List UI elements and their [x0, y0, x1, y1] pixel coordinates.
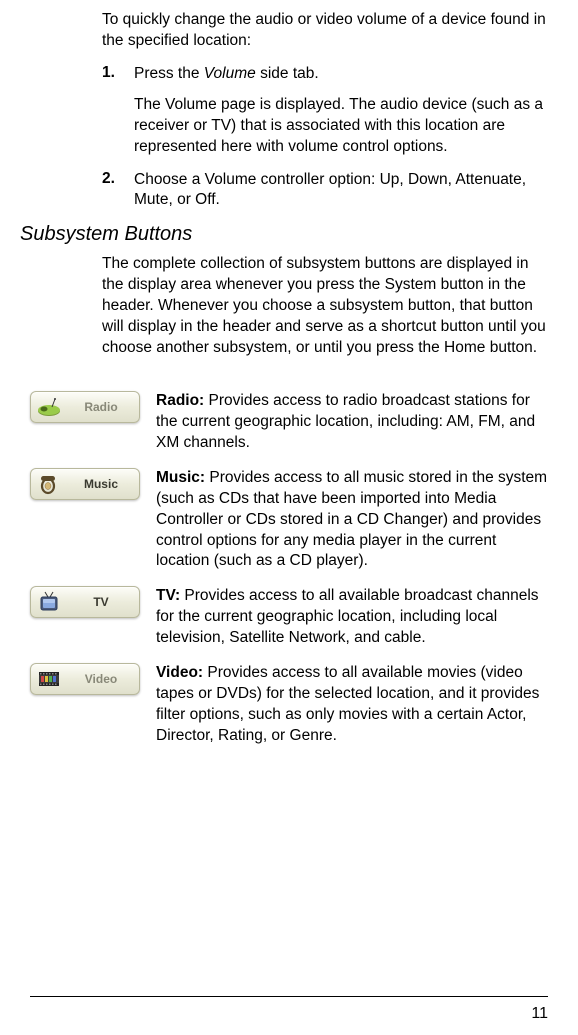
step-text-1: Press the Volume side tab.: [134, 64, 548, 85]
footer-rule: [30, 996, 548, 997]
radio-icon: [37, 396, 61, 418]
tv-icon: [37, 591, 61, 613]
video-button-label: Video: [69, 672, 139, 686]
step-1: 1. Press the Volume side tab. The Volume…: [102, 64, 548, 158]
section-heading: Subsystem Buttons: [20, 223, 548, 246]
tv-button-label: TV: [69, 595, 139, 609]
music-icon: [37, 473, 61, 495]
video-desc-label: Video:: [156, 664, 203, 681]
video-icon: [37, 668, 61, 690]
music-desc-label: Music:: [156, 469, 205, 486]
video-desc: Video: Provides access to all available …: [156, 663, 548, 747]
radio-desc-text: Provides access to radio broadcast stati…: [156, 392, 535, 451]
tv-button[interactable]: TV: [30, 586, 140, 618]
step-1-sub: The Volume page is displayed. The audio …: [134, 95, 548, 158]
item-video: Video Video: Provides access to all avai…: [30, 663, 548, 747]
music-desc: Music: Provides access to all music stor…: [156, 468, 548, 573]
radio-button[interactable]: Radio: [30, 391, 140, 423]
step1-em: Volume: [204, 65, 256, 82]
music-desc-text: Provides access to all music stored in t…: [156, 469, 547, 570]
tv-desc-text: Provides access to all available broadca…: [156, 587, 539, 646]
tv-desc-label: TV:: [156, 587, 180, 604]
step-num-1: 1.: [102, 64, 122, 85]
music-button[interactable]: Music: [30, 468, 140, 500]
step-num-2: 2.: [102, 170, 122, 212]
item-tv: TV TV: Provides access to all available …: [30, 586, 548, 649]
radio-button-label: Radio: [69, 400, 139, 414]
intro-text: To quickly change the audio or video vol…: [102, 10, 548, 52]
radio-desc: Radio: Provides access to radio broadcas…: [156, 391, 548, 454]
step-text-2: Choose a Volume controller option: Up, D…: [134, 170, 548, 212]
item-music: Music Music: Provides access to all musi…: [30, 468, 548, 573]
step1-post: side tab.: [256, 65, 319, 82]
step1-pre: Press the: [134, 65, 204, 82]
video-desc-text: Provides access to all available movies …: [156, 664, 539, 744]
item-radio: Radio Radio: Provides access to radio br…: [30, 391, 548, 454]
video-button[interactable]: Video: [30, 663, 140, 695]
music-button-label: Music: [69, 477, 139, 491]
step-2: 2. Choose a Volume controller option: Up…: [102, 170, 548, 212]
tv-desc: TV: Provides access to all available bro…: [156, 586, 548, 649]
radio-desc-label: Radio:: [156, 392, 204, 409]
page-number: 11: [531, 1005, 548, 1023]
section-para: The complete collection of subsystem but…: [102, 254, 548, 359]
